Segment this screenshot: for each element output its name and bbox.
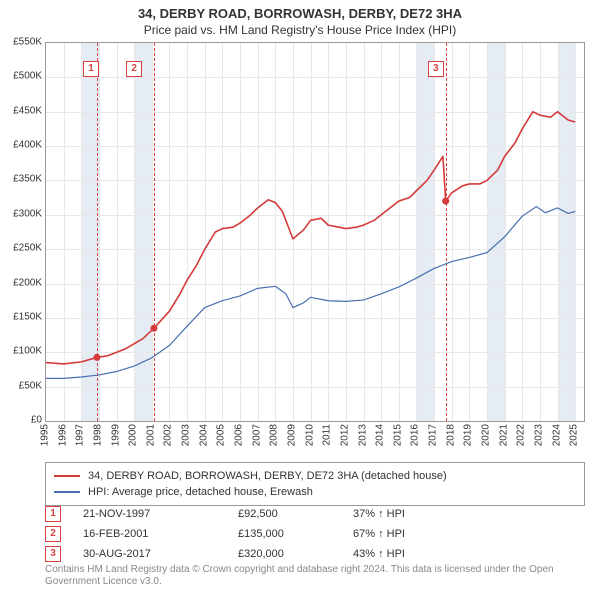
sale-point-marker [93,354,100,361]
x-axis-tick-label: 2013 [357,424,368,446]
sales-date: 30-AUG-2017 [83,548,238,560]
y-axis-tick-label: £0 [2,415,42,426]
sales-date: 16-FEB-2001 [83,528,238,540]
sales-row: 3 30-AUG-2017 £320,000 43% ↑ HPI [45,544,585,564]
x-axis-tick-label: 2007 [251,424,262,446]
x-axis-tick-label: 2024 [551,424,562,446]
x-axis-tick-label: 2021 [498,424,509,446]
x-axis-tick-label: 2012 [339,424,350,446]
legend-label-hpi: HPI: Average price, detached house, Erew… [88,486,313,498]
sales-date: 21-NOV-1997 [83,508,238,520]
x-axis-tick-label: 2006 [234,424,245,446]
y-axis-tick-label: £450K [2,105,42,116]
sales-marker: 1 [45,506,61,522]
x-axis-tick-label: 2002 [163,424,174,446]
series-line-property [46,112,575,364]
x-axis-tick-label: 2019 [463,424,474,446]
x-axis-tick-label: 2009 [286,424,297,446]
legend-label-property: 34, DERBY ROAD, BORROWASH, DERBY, DE72 3… [88,470,447,482]
x-axis-tick-label: 1995 [40,424,51,446]
x-axis-tick-label: 2011 [322,424,333,446]
legend-item-property: 34, DERBY ROAD, BORROWASH, DERBY, DE72 3… [54,468,576,484]
x-axis-tick-label: 2017 [428,424,439,446]
sales-row: 1 21-NOV-1997 £92,500 37% ↑ HPI [45,504,585,524]
legend-item-hpi: HPI: Average price, detached house, Erew… [54,484,576,500]
chart-svg [46,43,584,421]
x-axis-tick-label: 2000 [128,424,139,446]
x-axis-tick-label: 1999 [110,424,121,446]
sales-diff: 43% ↑ HPI [353,548,585,560]
sales-marker: 2 [45,526,61,542]
y-axis-tick-label: £200K [2,277,42,288]
annotation-marker: 3 [428,61,444,77]
sales-diff: 67% ↑ HPI [353,528,585,540]
sales-price: £320,000 [238,548,353,560]
x-axis-tick-label: 2016 [410,424,421,446]
legend-swatch-hpi [54,491,80,493]
x-axis-tick-label: 2001 [145,424,156,446]
sales-table: 1 21-NOV-1997 £92,500 37% ↑ HPI 2 16-FEB… [45,504,585,564]
series-line-hpi [46,207,575,379]
x-axis-tick-label: 2018 [445,424,456,446]
x-axis-tick-label: 2005 [216,424,227,446]
sale-point-marker [150,325,157,332]
y-axis-tick-label: £100K [2,346,42,357]
sales-diff: 37% ↑ HPI [353,508,585,520]
x-axis-tick-label: 1998 [92,424,103,446]
x-axis-tick-label: 2022 [516,424,527,446]
x-axis-tick-label: 2015 [392,424,403,446]
x-axis-tick-label: 2020 [480,424,491,446]
attribution-text: Contains HM Land Registry data © Crown c… [45,564,585,588]
sale-point-marker [442,198,449,205]
x-axis-tick-label: 1996 [57,424,68,446]
y-axis-tick-label: £550K [2,37,42,48]
x-axis-tick-label: 2025 [569,424,580,446]
sales-price: £135,000 [238,528,353,540]
x-axis-tick-label: 2014 [375,424,386,446]
chart-plot-area: 1 2 3 [45,42,585,422]
y-axis-tick-label: £400K [2,140,42,151]
x-axis-tick-label: 1997 [75,424,86,446]
y-axis-tick-label: £350K [2,174,42,185]
x-axis-tick-label: 2008 [269,424,280,446]
x-axis-tick-label: 2003 [181,424,192,446]
chart-title-line2: Price paid vs. HM Land Registry's House … [0,23,600,37]
y-axis-tick-label: £150K [2,311,42,322]
chart-title-line1: 34, DERBY ROAD, BORROWASH, DERBY, DE72 3… [0,6,600,21]
sales-price: £92,500 [238,508,353,520]
x-axis-tick-label: 2010 [304,424,315,446]
legend-swatch-property [54,475,80,477]
y-axis-tick-label: £250K [2,243,42,254]
sales-marker: 3 [45,546,61,562]
y-axis-tick-label: £300K [2,208,42,219]
chart-legend: 34, DERBY ROAD, BORROWASH, DERBY, DE72 3… [45,462,585,506]
x-axis-tick-label: 2004 [198,424,209,446]
annotation-marker: 2 [126,61,142,77]
sales-row: 2 16-FEB-2001 £135,000 67% ↑ HPI [45,524,585,544]
y-axis-tick-label: £50K [2,380,42,391]
y-axis-tick-label: £500K [2,71,42,82]
annotation-marker: 1 [83,61,99,77]
x-axis-tick-label: 2023 [533,424,544,446]
